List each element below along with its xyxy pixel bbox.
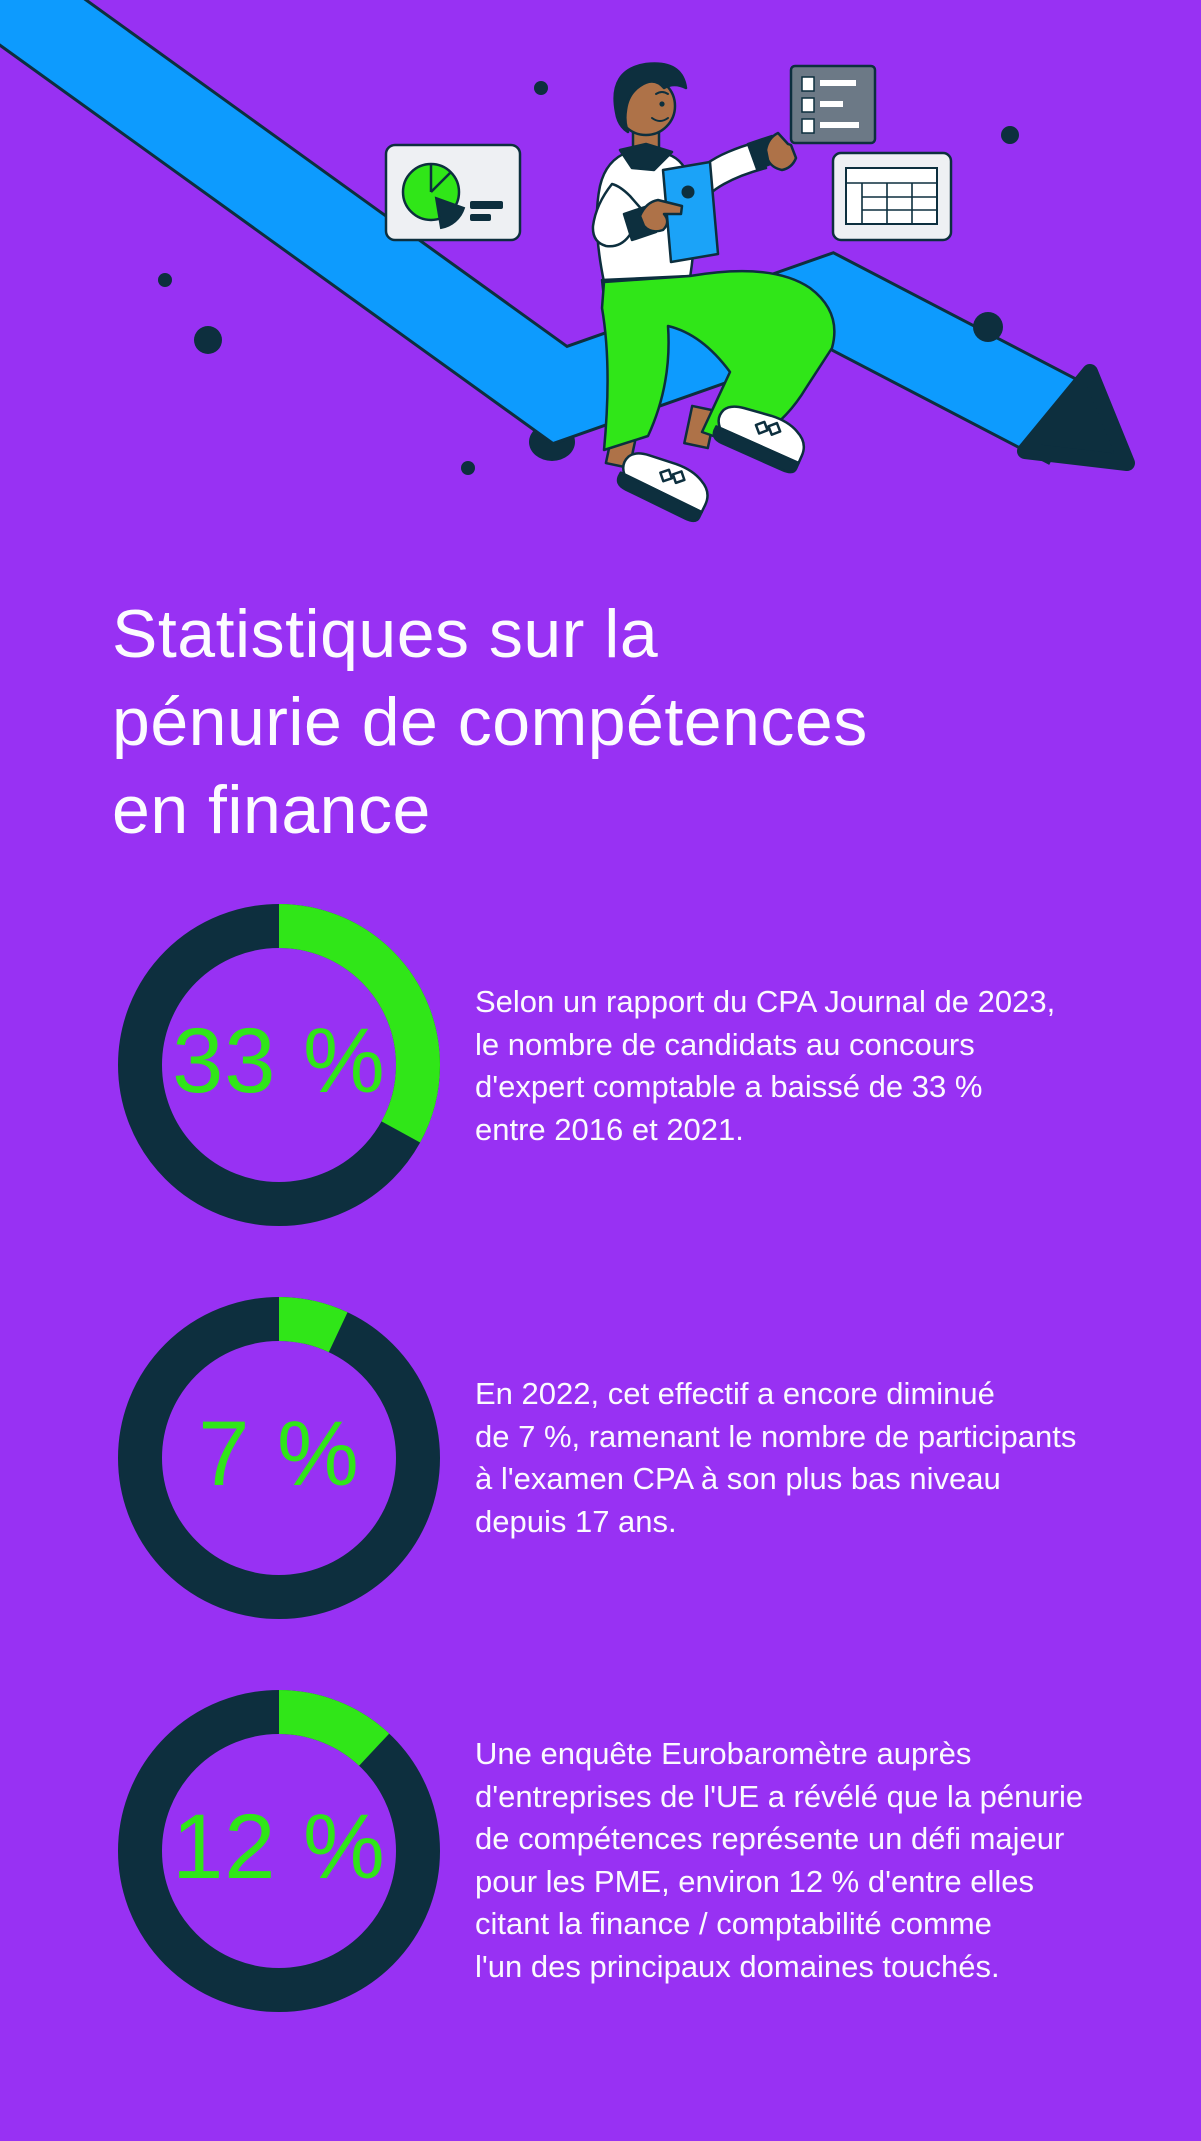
person-with-tablet xyxy=(591,62,836,523)
spreadsheet-card-icon xyxy=(831,151,953,242)
donut-label-12: 12 % xyxy=(172,1795,386,1898)
stat-text-7: En 2022, cet effectif a encore diminué d… xyxy=(475,1376,1077,1539)
stat-text-33: Selon un rapport du CPA Journal de 2023,… xyxy=(475,984,1056,1147)
donut-chart-33: 33 % xyxy=(118,904,440,1226)
donut-ring-value xyxy=(118,1690,440,2012)
checklist-card-icon xyxy=(789,64,877,145)
shoe-left-icon xyxy=(616,452,709,523)
donut-chart-7: 7 % xyxy=(118,1297,440,1619)
person-hair xyxy=(613,62,688,134)
arrowhead-icon xyxy=(1017,364,1135,471)
person-trousers xyxy=(600,269,836,452)
donut-label-7: 7 % xyxy=(198,1402,360,1505)
tablet-dot xyxy=(681,185,695,199)
hero-illustration xyxy=(0,0,1135,523)
person-pointing-hand xyxy=(764,131,798,172)
person-collar xyxy=(618,142,674,172)
decor-dots-front xyxy=(158,81,1019,475)
donut-chart-12: 12 % xyxy=(118,1690,440,2012)
person-face xyxy=(651,91,669,122)
person-front-hand xyxy=(638,198,684,233)
tablet-icon xyxy=(661,160,720,264)
downtrend-arrow xyxy=(0,0,1135,471)
donut-label-33: 33 % xyxy=(172,1009,386,1112)
pie-chart-card-icon xyxy=(384,143,522,242)
page-title: Statistiques sur la pénurie de compétenc… xyxy=(112,596,868,848)
shoe-right-icon xyxy=(712,405,806,474)
donut-ring-value xyxy=(118,904,440,1226)
donut-ring-value xyxy=(118,1297,440,1619)
stat-text-12: Une enquête Eurobaromètre auprès d'entre… xyxy=(475,1736,1084,1984)
